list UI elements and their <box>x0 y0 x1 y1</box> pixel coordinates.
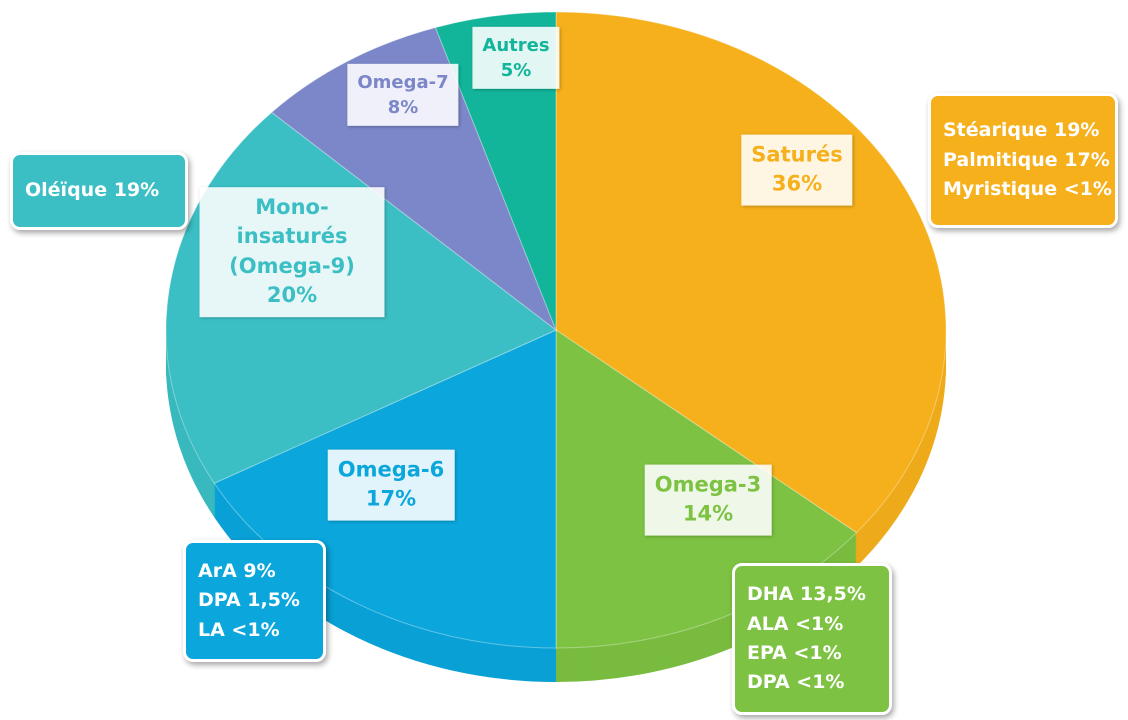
slice-label: Saturés 36% <box>741 134 853 206</box>
callout-line: DPA 1,5% <box>198 589 300 612</box>
value-label: 8% <box>387 97 419 118</box>
slice-label: Autres 5% <box>472 26 560 90</box>
slice-label: Omega-6 17% <box>327 449 455 521</box>
category-label: Omega-6 <box>337 457 445 482</box>
callout-line: DPA <1% <box>747 671 845 694</box>
value-label: 20% <box>266 283 318 308</box>
category-label: Saturés <box>751 142 843 167</box>
callout: Stéarique 19% Palmitique 17% Myristique <1… <box>928 93 1118 228</box>
value-label: 14% <box>682 502 734 526</box>
callout-line: Stéarique 19% <box>943 119 1100 142</box>
callout-line: Palmitique 17% <box>943 148 1110 171</box>
category-label: Omega-3 <box>654 472 762 497</box>
value-label: 5% <box>500 60 532 81</box>
category-label: Omega-7 <box>357 71 449 93</box>
slice-label: Omega-7 8% <box>347 63 459 127</box>
callout-line: EPA <1% <box>747 642 842 664</box>
callout-line: DHA 13,5% <box>747 583 866 606</box>
callout-line: ArA 9% <box>198 559 276 582</box>
value-label: 17% <box>365 487 417 511</box>
slice-label: Omega-3 14% <box>644 464 772 536</box>
category-label: Mono-insaturés (Omega-9) <box>229 195 355 278</box>
value-label: 36% <box>771 172 823 196</box>
callout: ArA 9% DPA 1,5% LA <1% <box>183 540 326 662</box>
category-label: Autres <box>482 34 550 56</box>
callout: Oléïque 19% <box>10 152 188 230</box>
callout-line: Oléïque 19% <box>25 179 160 202</box>
callout-line: ALA <1% <box>747 612 844 635</box>
slice <box>270 26 558 332</box>
callout: DHA 13,5% ALA <1% EPA <1% DPA <1% <box>732 563 892 715</box>
callout-line: LA <1% <box>198 618 280 641</box>
callout-line: Myristique <1% <box>943 178 1112 201</box>
slice <box>434 11 557 331</box>
slice-label: Mono-insaturés (Omega-9) 20% <box>199 187 385 317</box>
